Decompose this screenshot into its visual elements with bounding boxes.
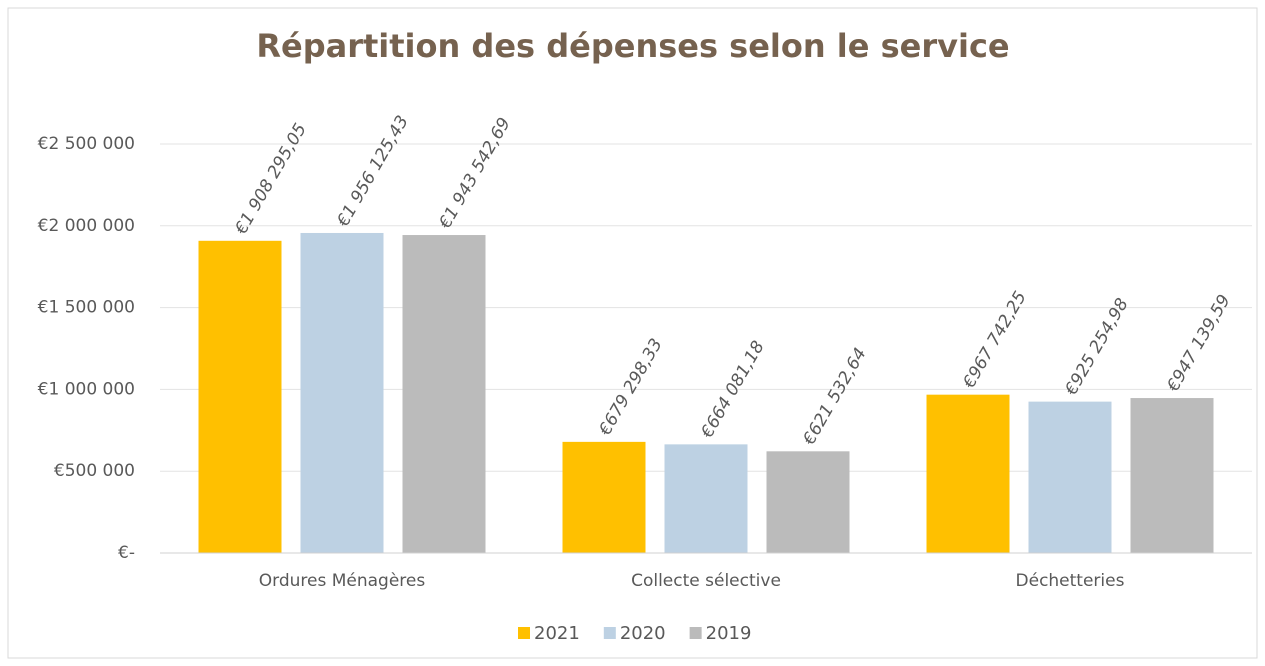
y-tick-label: €2 000 000 (38, 216, 135, 236)
legend-swatch (603, 627, 616, 639)
bar (198, 240, 282, 554)
x-tick-label: Collecte sélective (631, 571, 781, 591)
legend-swatch (689, 627, 702, 639)
bar (402, 235, 486, 553)
x-tick-label: Déchetteries (1016, 571, 1125, 591)
y-tick-label: €1 500 000 (38, 298, 135, 318)
bar (664, 444, 748, 553)
x-tick-label: Ordures Ménagères (259, 571, 426, 591)
chart-title: Répartition des dépenses selon le servic… (256, 27, 1009, 65)
legend-label: 2020 (620, 623, 666, 644)
bar (766, 451, 850, 553)
chart-border (7, 7, 1258, 659)
bar (300, 232, 384, 553)
y-tick-label: €- (118, 543, 135, 563)
legend-swatch (518, 627, 530, 639)
y-tick-label: €2 500 000 (38, 134, 135, 154)
legend-label: 2021 (534, 623, 580, 644)
bar (1130, 398, 1214, 553)
bar (562, 441, 646, 553)
bar (1028, 401, 1112, 553)
bar (926, 394, 1010, 553)
y-tick-label: €500 000 (54, 461, 135, 481)
legend-label: 2019 (706, 623, 752, 644)
y-tick-label: €1 000 000 (38, 379, 135, 399)
